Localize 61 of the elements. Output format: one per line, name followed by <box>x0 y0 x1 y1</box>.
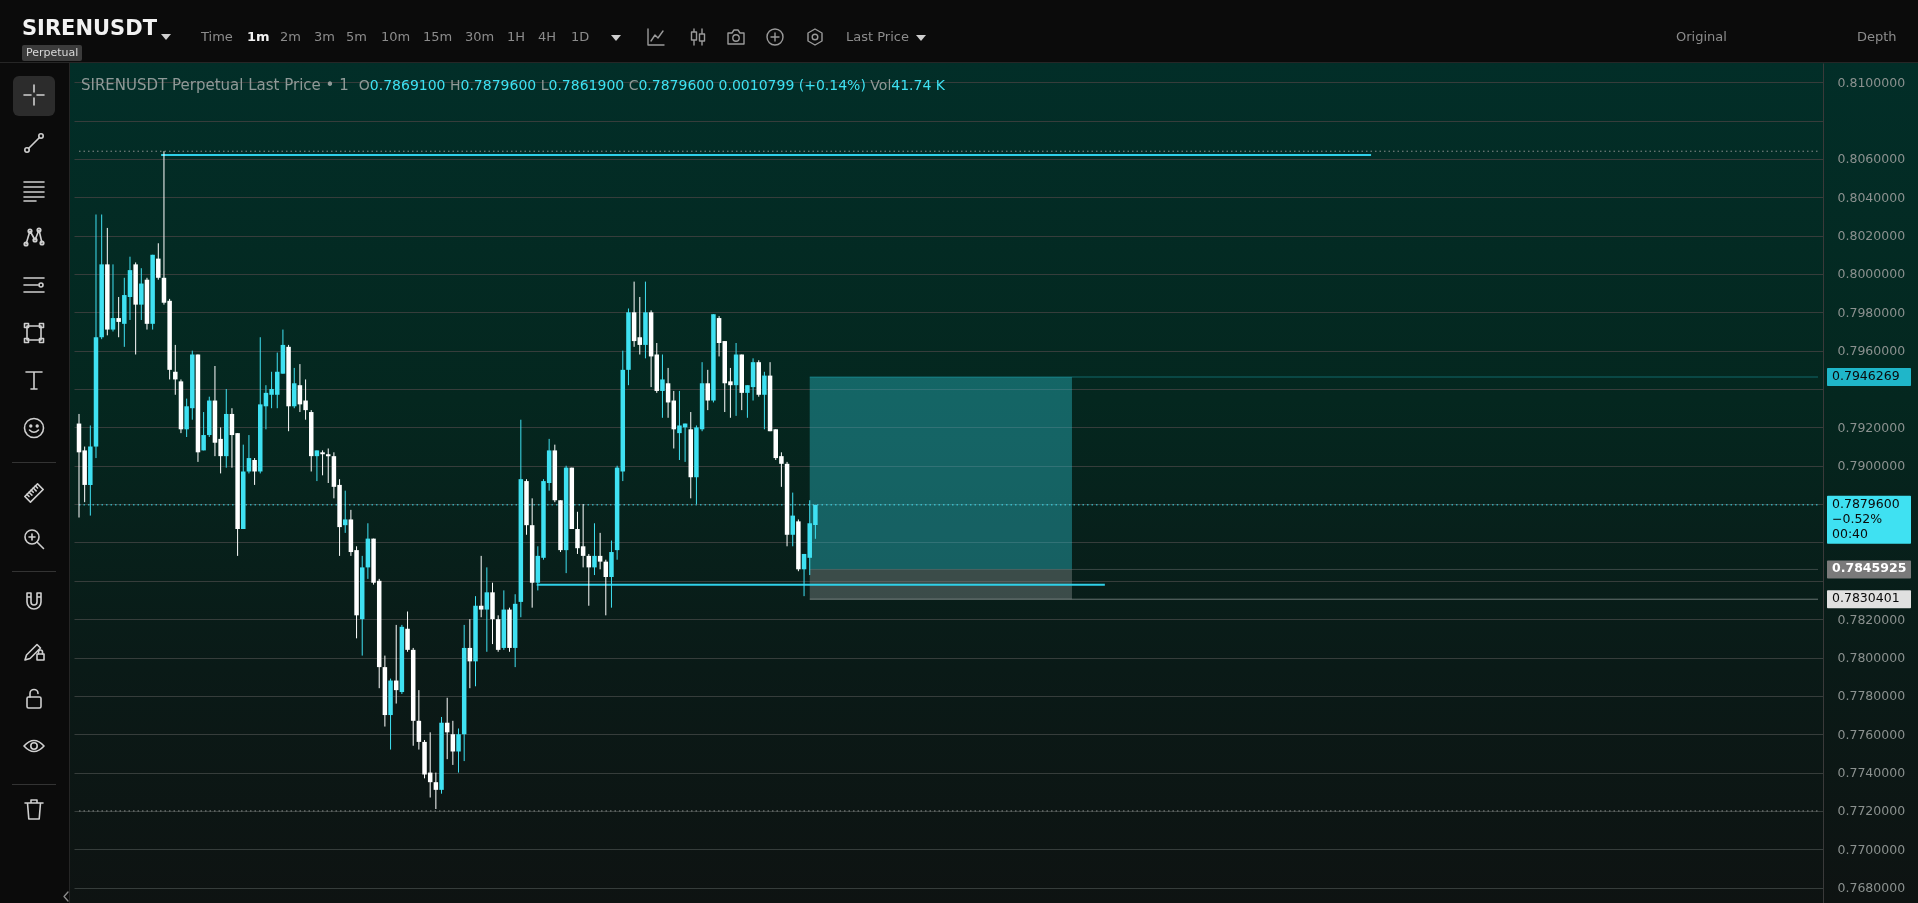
text: 1H <box>507 29 526 45</box>
candlestick <box>201 411 206 451</box>
y-tick-label: 0.8100000 <box>1837 74 1906 90</box>
candlestick <box>252 457 257 486</box>
candlestick <box>139 267 144 321</box>
text: 1m <box>247 29 270 45</box>
ref-line-label: 0.7845925 <box>1832 560 1907 576</box>
y-tick-label: 0.7820000 <box>1837 611 1906 627</box>
text: 5m <box>346 29 367 45</box>
candlestick <box>456 727 461 774</box>
y-tick-label: 0.8020000 <box>1837 228 1906 244</box>
y-tick-label: 0.7980000 <box>1837 304 1906 320</box>
y-tick-label: 0.7700000 <box>1837 841 1906 857</box>
candlestick <box>156 242 161 281</box>
text: SIRENUSDT <box>22 16 157 40</box>
y-tick-label: 0.7900000 <box>1837 458 1906 474</box>
y-tick-label: 0.8040000 <box>1837 189 1906 205</box>
candlestick <box>173 344 178 396</box>
candlestick <box>342 490 348 534</box>
text: Time <box>201 29 233 45</box>
candlestick <box>110 263 116 332</box>
ref-line-label: 0.7879600 −0.52% 00:40 <box>1832 495 1900 541</box>
text: 3m <box>314 29 335 45</box>
candlestick <box>405 610 410 653</box>
candlestick <box>592 522 597 576</box>
y-tick-label: 0.7800000 <box>1837 650 1906 666</box>
y-tick-label: 0.7960000 <box>1837 343 1906 359</box>
text: 30m <box>465 29 495 45</box>
text: 10m <box>381 29 411 45</box>
candlestick <box>320 449 325 476</box>
y-tick-label: 0.7780000 <box>1837 688 1906 704</box>
candlestick <box>314 449 320 482</box>
text: 2m <box>280 29 301 45</box>
candlestick <box>433 772 439 810</box>
text: 1D <box>571 29 590 45</box>
text: Original <box>1676 29 1727 45</box>
y-tick-label: 0.7760000 <box>1837 726 1906 742</box>
text: O0.7869100 H0.7879600 L0.7861900 C0.7879600 0.0010799 (+0.14%) Vol41.74 K <box>358 77 946 93</box>
candlestick <box>705 369 711 411</box>
ref-line-label: 0.7946269 <box>1832 368 1900 383</box>
text: 15m <box>423 29 453 45</box>
y-tick-label: 0.7720000 <box>1837 803 1906 819</box>
text: Perpetual <box>22 45 83 61</box>
candlestick <box>484 566 490 653</box>
ref-line-label: 0.7830401 <box>1832 590 1900 606</box>
text: SIRENUSDT Perpetual Last Price • 1 <box>81 76 349 94</box>
y-tick-label: 0.7920000 <box>1837 419 1906 435</box>
candlestick <box>597 532 603 570</box>
y-tick-label: 0.7740000 <box>1837 765 1906 781</box>
candlestick <box>478 555 484 618</box>
text: Last Price <box>846 29 909 45</box>
y-tick-label: 0.8060000 <box>1837 151 1906 167</box>
y-tick-label: 0.8000000 <box>1837 266 1906 282</box>
candlestick <box>637 296 643 356</box>
candlestick <box>292 367 297 409</box>
candlestick <box>660 354 665 419</box>
text: Depth <box>1857 29 1897 45</box>
text: 4H <box>538 29 557 45</box>
y-tick-label: 0.7680000 <box>1837 880 1906 896</box>
candlestick <box>762 371 767 430</box>
candlestick <box>116 296 121 338</box>
